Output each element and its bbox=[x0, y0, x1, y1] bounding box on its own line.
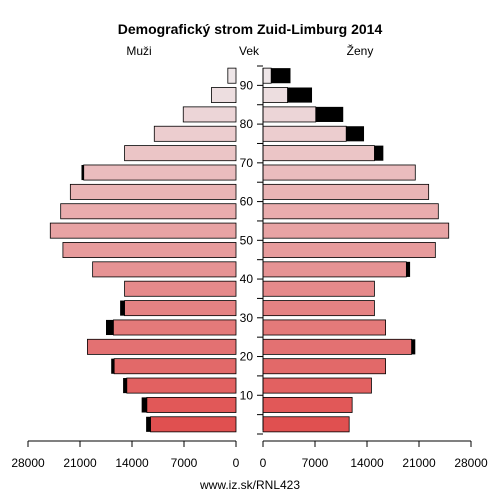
female-bar bbox=[262, 261, 407, 278]
female-bar bbox=[262, 319, 386, 336]
female-bar bbox=[262, 67, 272, 84]
male-bar bbox=[153, 125, 237, 142]
left-x-tick-label: 28000 bbox=[11, 456, 45, 470]
male-excess-bar bbox=[111, 358, 115, 374]
female-bar bbox=[262, 125, 347, 142]
male-excess-bar bbox=[146, 416, 151, 432]
right-header: Ženy bbox=[347, 43, 374, 58]
male-bar bbox=[69, 183, 237, 200]
female-excess-bar bbox=[315, 106, 344, 122]
x-tick-labels: 28000 21000 14000 7000 0 0 7000 14000 21000 28000 bbox=[11, 456, 488, 470]
female-bar bbox=[262, 242, 436, 258]
male-bar bbox=[146, 396, 237, 413]
age-tick-label: 90 bbox=[240, 78, 254, 92]
female-excess-bar bbox=[346, 126, 365, 142]
female-bar bbox=[262, 416, 350, 433]
female-bar bbox=[262, 222, 450, 239]
female-excess-bar bbox=[374, 145, 384, 161]
age-tick-label: 40 bbox=[240, 272, 254, 286]
female-bar bbox=[262, 145, 375, 162]
male-bar bbox=[83, 164, 237, 181]
male-excess-bar bbox=[120, 300, 125, 316]
female-bar bbox=[262, 338, 412, 355]
female-bar bbox=[262, 106, 317, 123]
male-bar bbox=[49, 222, 237, 239]
female-bars bbox=[262, 67, 450, 433]
male-bar bbox=[113, 319, 237, 336]
female-bar bbox=[262, 164, 416, 181]
female-bar bbox=[262, 300, 375, 317]
female-bar bbox=[262, 377, 372, 394]
center-header: Vek bbox=[239, 44, 260, 58]
female-bar bbox=[262, 396, 353, 413]
male-bar bbox=[113, 358, 237, 375]
male-bar bbox=[92, 261, 237, 278]
left-x-tick-label: 14000 bbox=[115, 456, 149, 470]
male-excess-bar bbox=[81, 164, 84, 181]
footer-url: www.iz.sk/RNL423 bbox=[199, 478, 300, 492]
left-x-tick-label: 0 bbox=[233, 456, 240, 470]
left-x-tick-label: 21000 bbox=[63, 456, 97, 470]
male-bars bbox=[49, 67, 237, 433]
right-x-tick-label: 28000 bbox=[454, 456, 488, 470]
left-header: Muži bbox=[126, 44, 151, 58]
male-bar bbox=[211, 87, 237, 104]
left-x-tick-label: 7000 bbox=[171, 456, 198, 470]
male-excess-bar bbox=[123, 378, 127, 394]
age-tick-label: 50 bbox=[240, 233, 254, 247]
male-bar bbox=[62, 242, 237, 258]
age-tick-label: 20 bbox=[240, 350, 254, 364]
female-excess-bar bbox=[287, 87, 313, 103]
age-tick-label: 30 bbox=[240, 311, 254, 325]
right-x-tick-label: 7000 bbox=[302, 456, 329, 470]
male-bar bbox=[150, 416, 237, 433]
male-bar bbox=[60, 203, 237, 220]
female-bar bbox=[262, 280, 375, 297]
female-excess-bar bbox=[271, 68, 291, 84]
age-tick-label: 80 bbox=[240, 117, 254, 131]
male-bar bbox=[124, 300, 237, 317]
male-bar bbox=[124, 280, 237, 297]
male-bar bbox=[87, 338, 237, 355]
female-bar bbox=[262, 358, 386, 375]
male-bar bbox=[124, 145, 237, 162]
female-bar bbox=[262, 87, 288, 104]
chart-title: Demografický strom Zuid-Limburg 2014 bbox=[118, 21, 383, 37]
male-bar bbox=[227, 67, 237, 84]
female-excess-bar bbox=[406, 261, 411, 277]
age-tick-labels: 10 20 30 40 50 60 70 80 90 bbox=[240, 78, 254, 402]
right-x-tick-label: 14000 bbox=[350, 456, 384, 470]
axes bbox=[27, 65, 472, 447]
male-bar bbox=[182, 106, 237, 123]
age-tick-label: 60 bbox=[240, 195, 254, 209]
female-bar bbox=[262, 183, 430, 200]
right-x-tick-label: 0 bbox=[260, 456, 267, 470]
female-excess-bar bbox=[411, 339, 416, 355]
age-tick-label: 10 bbox=[240, 388, 254, 402]
male-excess-bar bbox=[141, 397, 147, 413]
right-x-tick-label: 21000 bbox=[402, 456, 436, 470]
female-bar bbox=[262, 203, 439, 220]
male-bar bbox=[126, 377, 237, 394]
male-excess-bar bbox=[106, 319, 114, 336]
age-tick-label: 70 bbox=[240, 156, 254, 170]
